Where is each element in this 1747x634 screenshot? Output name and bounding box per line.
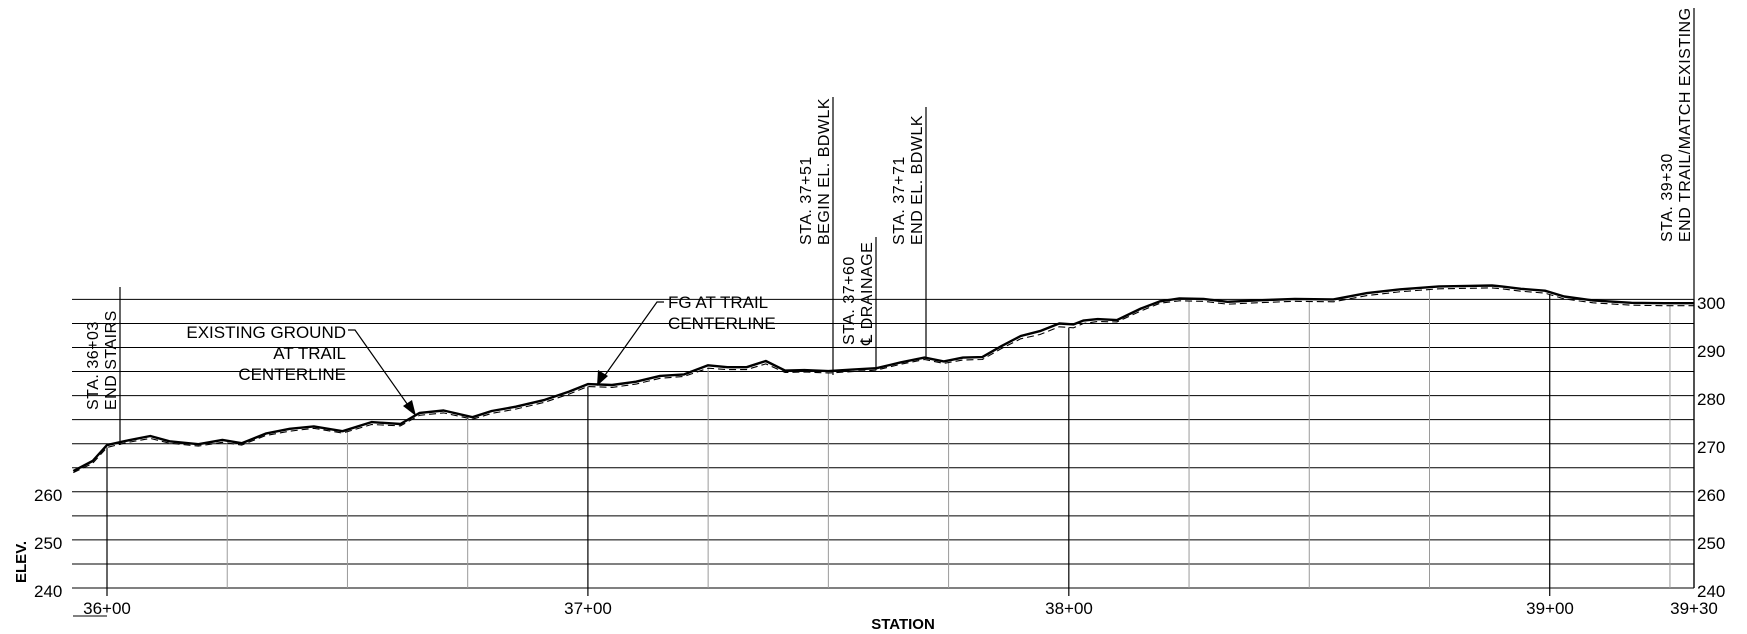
grid (72, 289, 1695, 596)
callout-existing-ground-leader (348, 329, 411, 409)
y-tick-label-right-300: 300 (1697, 294, 1725, 313)
y-tick-label-right-240: 240 (1697, 582, 1725, 601)
station-annotation-3603: STA. 36+03 END STAIRS (85, 287, 121, 445)
station-annotation-3771: STA. 37+71 END EL. BDWLK (891, 107, 927, 359)
y-tick-label-right-260: 260 (1697, 486, 1725, 505)
x-axis-title: STATION (871, 616, 935, 633)
callout-fg: FG AT TRAIL CENTERLINE (597, 293, 776, 386)
x-tick-label-3900: 39+00 (1526, 599, 1574, 618)
callout-existing-ground-arrowhead (403, 400, 416, 416)
y-tick-labels-left: 260 250 240 (34, 486, 62, 601)
y-tick-label-right-270: 270 (1697, 438, 1725, 457)
x-tick-label-3800: 38+00 (1045, 599, 1093, 618)
callout-existing-ground-line1: EXISTING GROUND (186, 323, 346, 342)
annotation-3751-line2: BEGIN EL. BDWLK (816, 98, 833, 245)
x-tick-labels: 36+00 37+00 38+00 39+00 39+30 (83, 599, 1718, 618)
callout-existing-ground-line3: CENTERLINE (238, 365, 346, 384)
finished-grade-line (72, 284, 1694, 473)
profile-lines (72, 284, 1694, 474)
annotation-3760-line1: STA. 37+60 (841, 256, 858, 345)
y-tick-label-left-250: 250 (34, 534, 62, 553)
station-annotation-3760: STA. 37+60 ℄ DRAINAGE (841, 237, 877, 370)
annotation-3771-line1: STA. 37+71 (891, 156, 908, 245)
annotation-3603-line2: END STAIRS (103, 310, 120, 410)
y-tick-labels-right: 300 290 280 270 260 250 240 (1697, 294, 1725, 601)
annotation-3751-line1: STA. 37+51 (798, 156, 815, 245)
callout-existing-ground: EXISTING GROUND AT TRAIL CENTERLINE (186, 323, 416, 416)
y-tick-label-left-240: 240 (34, 582, 62, 601)
x-tick-label-3930: 39+30 (1670, 599, 1718, 618)
y-axis-title: ELEV. (13, 541, 30, 583)
callout-fg-line1: FG AT TRAIL (668, 293, 768, 312)
annotation-3760-line2: ℄ DRAINAGE (859, 242, 876, 346)
annotation-3603-line1: STA. 36+03 (85, 321, 102, 410)
annotation-3930-line2: END TRAIL/MATCH EXISTING (1677, 7, 1694, 242)
y-tick-label-right-290: 290 (1697, 342, 1725, 361)
y-tick-label-right-280: 280 (1697, 390, 1725, 409)
annotation-3771-line2: END EL. BDWLK (909, 115, 926, 245)
x-tick-label-3600: 36+00 (83, 599, 131, 618)
station-annotation-3930: STA. 39+30 END TRAIL/MATCH EXISTING (1659, 7, 1695, 588)
x-tick-label-3700: 37+00 (564, 599, 612, 618)
station-annotation-3751: STA. 37+51 BEGIN EL. BDWLK (798, 97, 834, 375)
callout-fg-arrowhead (597, 370, 608, 386)
y-tick-label-right-250: 250 (1697, 534, 1725, 553)
existing-ground-line (73, 287, 1694, 474)
callout-existing-ground-line2: AT TRAIL (273, 344, 346, 363)
callout-fg-line2: CENTERLINE (668, 314, 776, 333)
callout-fg-leader (602, 301, 664, 379)
annotation-3930-line1: STA. 39+30 (1659, 153, 1676, 242)
y-tick-label-left-260: 260 (34, 486, 62, 505)
